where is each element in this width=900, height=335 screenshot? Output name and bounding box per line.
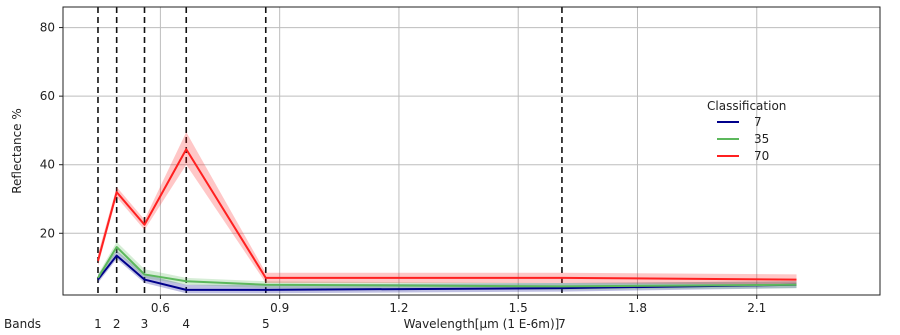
y-tick-label: 80	[40, 21, 55, 35]
legend-label-70: 70	[754, 149, 769, 163]
confidence-band-7	[97, 250, 797, 294]
y-tick-label: 60	[40, 89, 55, 103]
band-tick-label: 2	[113, 317, 121, 331]
x-ticks: 0.6 0.9 1.2 1.5 1.8 2.1	[151, 295, 766, 315]
confidence-band-70	[97, 132, 797, 285]
x-axis-label: Wavelength[µm (1 E-6m)]	[404, 317, 560, 331]
legend-label-35: 35	[754, 132, 769, 146]
legend: Classification 7 35 70	[707, 99, 786, 163]
y-axis-label: Reflectance %	[10, 108, 24, 194]
x-tick-label: 1.5	[509, 301, 528, 315]
legend-title: Classification	[707, 99, 786, 113]
legend-label-7: 7	[754, 115, 762, 129]
x-tick-label: 1.8	[628, 301, 647, 315]
band-tick-label: 4	[182, 317, 190, 331]
y-ticks: 20 40 60 80	[40, 21, 63, 240]
band-tick-label: 7	[558, 317, 566, 331]
y-tick-label: 40	[40, 158, 55, 172]
band-lines	[97, 7, 563, 295]
x-tick-label: 1.2	[389, 301, 408, 315]
series-line-35	[97, 246, 797, 288]
series-lines	[97, 148, 797, 291]
band-tick-label: 3	[141, 317, 149, 331]
series-line-7	[97, 254, 797, 291]
grid-lines	[63, 7, 880, 295]
band-tick-label: 5	[262, 317, 270, 331]
x-tick-label: 0.9	[270, 301, 289, 315]
x-tick-label: 0.6	[151, 301, 170, 315]
confidence-bands	[97, 132, 797, 294]
y-tick-label: 20	[40, 226, 55, 240]
plot-frame	[62, 6, 881, 296]
series-line-70	[97, 148, 797, 281]
band-tick-label: 1	[94, 317, 102, 331]
x-tick-label: 2.1	[747, 301, 766, 315]
bands-axis-label: Bands	[4, 317, 41, 331]
